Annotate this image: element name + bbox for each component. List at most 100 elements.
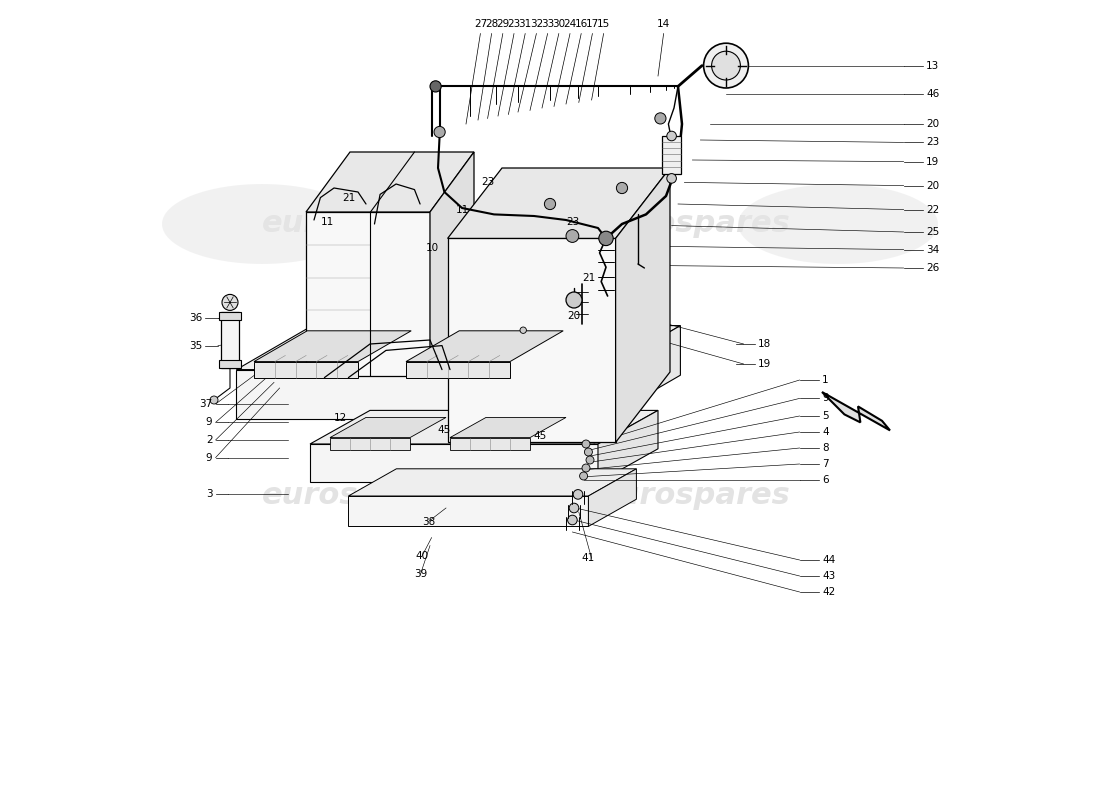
Polygon shape	[604, 326, 681, 419]
Circle shape	[430, 81, 441, 92]
Text: 15: 15	[597, 19, 611, 29]
Text: 29: 29	[496, 19, 509, 29]
Polygon shape	[406, 362, 510, 378]
Text: eurospares: eurospares	[597, 482, 791, 510]
Polygon shape	[349, 496, 588, 526]
Circle shape	[654, 113, 666, 124]
Text: 8: 8	[822, 443, 828, 453]
Polygon shape	[254, 331, 411, 362]
Circle shape	[520, 327, 527, 334]
Polygon shape	[349, 469, 637, 496]
Circle shape	[569, 503, 579, 513]
Polygon shape	[310, 410, 658, 444]
Text: 27: 27	[474, 19, 487, 29]
Polygon shape	[448, 238, 616, 442]
Circle shape	[582, 440, 590, 448]
Bar	[219, 360, 241, 368]
Text: 4: 4	[822, 427, 828, 437]
Text: 16: 16	[574, 19, 587, 29]
Polygon shape	[822, 392, 890, 430]
Text: 26: 26	[926, 263, 939, 273]
Polygon shape	[450, 438, 530, 450]
Text: 35: 35	[189, 341, 202, 350]
Text: 39: 39	[414, 570, 427, 579]
Text: 31: 31	[518, 19, 531, 29]
Text: 41: 41	[582, 554, 595, 563]
Text: 18: 18	[758, 339, 771, 349]
Text: 23: 23	[481, 178, 494, 187]
Polygon shape	[236, 370, 604, 419]
Text: 17: 17	[586, 19, 600, 29]
Text: 43: 43	[822, 571, 835, 581]
Circle shape	[544, 198, 556, 210]
Text: 21: 21	[342, 194, 355, 203]
Circle shape	[566, 230, 579, 242]
Text: 33: 33	[541, 19, 554, 29]
Text: 23: 23	[926, 138, 939, 147]
Text: 40: 40	[416, 551, 429, 561]
Polygon shape	[306, 152, 474, 212]
Text: 38: 38	[421, 517, 434, 526]
Text: 11: 11	[321, 218, 334, 227]
Text: 19: 19	[926, 157, 939, 166]
Circle shape	[434, 126, 446, 138]
Circle shape	[210, 396, 218, 404]
Polygon shape	[254, 362, 358, 378]
Circle shape	[704, 43, 748, 88]
Circle shape	[586, 456, 594, 464]
Circle shape	[667, 174, 676, 183]
Text: 21: 21	[582, 274, 595, 283]
Circle shape	[667, 131, 676, 141]
Text: 37: 37	[199, 399, 212, 409]
Text: 5: 5	[822, 411, 828, 421]
Bar	[219, 312, 241, 320]
Circle shape	[566, 292, 582, 308]
Polygon shape	[406, 331, 563, 362]
Circle shape	[712, 51, 740, 80]
Polygon shape	[236, 326, 681, 370]
Text: 19: 19	[758, 359, 771, 369]
Ellipse shape	[162, 184, 362, 264]
Text: 9: 9	[206, 453, 212, 462]
Text: eurospares: eurospares	[597, 210, 791, 238]
Polygon shape	[330, 438, 410, 450]
Text: eurospares: eurospares	[262, 482, 454, 510]
Text: 20: 20	[568, 311, 581, 321]
Text: 22: 22	[926, 205, 939, 214]
Text: 7: 7	[822, 459, 828, 469]
Text: 20: 20	[926, 181, 939, 190]
Circle shape	[568, 515, 578, 525]
Text: 45: 45	[438, 426, 451, 435]
Circle shape	[573, 490, 583, 499]
Text: 20: 20	[926, 119, 939, 129]
Polygon shape	[588, 469, 637, 526]
Bar	[662, 136, 681, 174]
Text: 30: 30	[552, 19, 565, 29]
Circle shape	[616, 182, 628, 194]
Text: 25: 25	[926, 227, 939, 237]
Text: 14: 14	[657, 19, 670, 29]
Polygon shape	[430, 152, 474, 376]
Circle shape	[222, 294, 238, 310]
Text: 1: 1	[822, 375, 828, 385]
Text: 10: 10	[426, 243, 439, 253]
Text: 24: 24	[563, 19, 576, 29]
Text: 23: 23	[565, 218, 579, 227]
Polygon shape	[616, 168, 670, 442]
Text: 6: 6	[822, 475, 828, 485]
Text: 12: 12	[333, 413, 346, 422]
Polygon shape	[306, 212, 430, 376]
Text: 11: 11	[455, 205, 469, 214]
Text: 45: 45	[534, 431, 547, 441]
Text: 32: 32	[530, 19, 543, 29]
Text: 9: 9	[822, 394, 828, 403]
Text: 36: 36	[189, 314, 202, 323]
Text: 9: 9	[206, 418, 212, 427]
Bar	[221, 312, 239, 368]
Circle shape	[580, 472, 587, 480]
Text: eurospares: eurospares	[262, 210, 454, 238]
Text: 46: 46	[926, 90, 939, 99]
Polygon shape	[310, 444, 598, 482]
Circle shape	[598, 231, 613, 246]
Ellipse shape	[738, 184, 938, 264]
